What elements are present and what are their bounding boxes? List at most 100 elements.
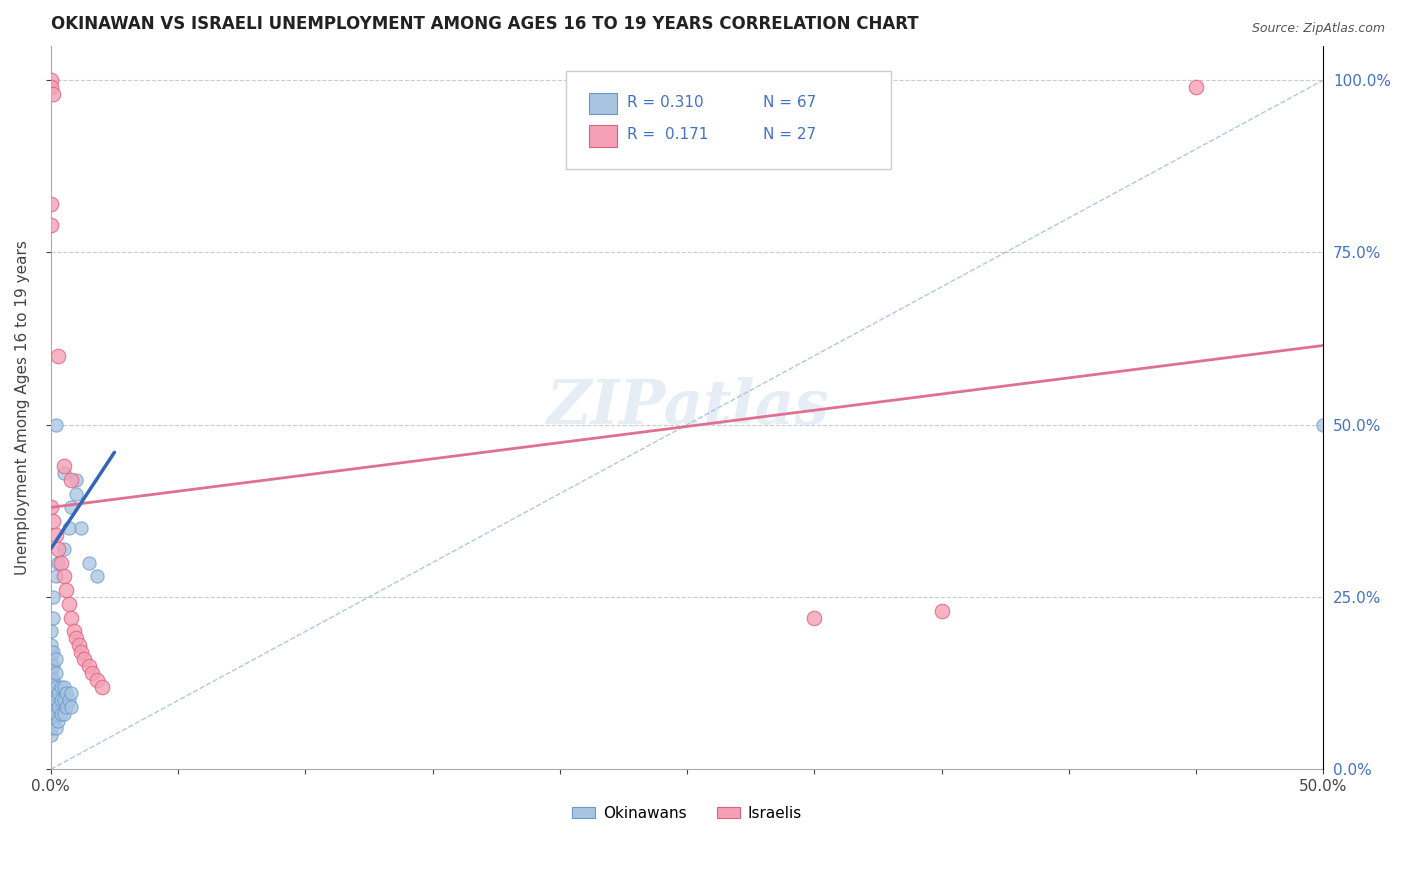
Point: [39, 638, 62, 652]
Point: [39, 693, 62, 707]
Point: [48, 349, 70, 363]
Point: [58, 597, 80, 611]
Point: [55, 583, 77, 598]
Point: [67, 638, 90, 652]
Point: [49, 693, 72, 707]
Point: [48, 541, 70, 556]
Point: [49, 707, 72, 722]
Point: [39, 624, 62, 639]
Point: [45, 665, 67, 680]
Point: [39, 686, 62, 700]
Text: Source: ZipAtlas.com: Source: ZipAtlas.com: [1251, 22, 1385, 36]
Point: [39, 73, 62, 87]
Point: [39, 680, 62, 694]
Point: [39, 728, 62, 742]
Text: N = 67: N = 67: [763, 95, 817, 110]
Point: [39, 680, 62, 694]
Point: [39, 707, 62, 722]
Point: [70, 645, 93, 659]
Point: [55, 700, 77, 714]
Point: [39, 645, 62, 659]
Point: [60, 686, 83, 700]
Point: [80, 665, 103, 680]
Point: [45, 693, 67, 707]
Point: [42, 87, 65, 101]
Text: OKINAWAN VS ISRAELI UNEMPLOYMENT AMONG AGES 16 TO 19 YEARS CORRELATION CHART: OKINAWAN VS ISRAELI UNEMPLOYMENT AMONG A…: [51, 15, 918, 33]
Point: [42, 700, 65, 714]
FancyBboxPatch shape: [589, 93, 617, 114]
Point: [39, 652, 62, 666]
Point: [39, 673, 62, 687]
Point: [60, 500, 83, 515]
Point: [45, 680, 67, 694]
Point: [45, 721, 67, 735]
Point: [70, 521, 93, 535]
Point: [48, 686, 70, 700]
Point: [39, 714, 62, 728]
Point: [65, 632, 87, 646]
Point: [60, 473, 83, 487]
Point: [39, 197, 62, 211]
Text: R =  0.171: R = 0.171: [627, 128, 709, 142]
Point: [52, 458, 75, 473]
Point: [42, 714, 65, 728]
Point: [60, 610, 83, 624]
Point: [39, 659, 62, 673]
Point: [39, 665, 62, 680]
Point: [77, 556, 100, 570]
Point: [1185, 80, 1208, 95]
Point: [48, 556, 70, 570]
Point: [42, 673, 65, 687]
Point: [60, 700, 83, 714]
Point: [45, 569, 67, 583]
Point: [48, 714, 70, 728]
Point: [39, 500, 62, 515]
Point: [45, 417, 67, 432]
Point: [42, 610, 65, 624]
Point: [45, 707, 67, 722]
Legend: Okinawans, Israelis: Okinawans, Israelis: [567, 799, 808, 827]
Point: [39, 218, 62, 232]
Point: [52, 466, 75, 480]
Point: [39, 721, 62, 735]
Point: [65, 486, 87, 500]
FancyBboxPatch shape: [589, 125, 617, 147]
Point: [62, 624, 84, 639]
Point: [73, 652, 96, 666]
Y-axis label: Unemployment Among Ages 16 to 19 years: Unemployment Among Ages 16 to 19 years: [15, 240, 30, 575]
Point: [42, 686, 65, 700]
Point: [42, 645, 65, 659]
Point: [55, 686, 77, 700]
Point: [48, 700, 70, 714]
Point: [52, 569, 75, 583]
Point: [77, 659, 100, 673]
Point: [39, 700, 62, 714]
Point: [49, 680, 72, 694]
Point: [39, 693, 62, 707]
Point: [45, 652, 67, 666]
Point: [65, 473, 87, 487]
Point: [39, 686, 62, 700]
Point: [86, 673, 108, 687]
Point: [90, 680, 112, 694]
Point: [42, 514, 65, 528]
Point: [52, 693, 75, 707]
Text: N = 27: N = 27: [763, 128, 817, 142]
Point: [58, 693, 80, 707]
Text: R = 0.310: R = 0.310: [627, 95, 704, 110]
Point: [52, 680, 75, 694]
Text: ZIPatlas: ZIPatlas: [546, 377, 828, 437]
Point: [39, 707, 62, 722]
Point: [803, 610, 825, 624]
Point: [39, 700, 62, 714]
Point: [1312, 417, 1334, 432]
Point: [86, 569, 108, 583]
Point: [39, 659, 62, 673]
FancyBboxPatch shape: [567, 71, 890, 169]
Point: [52, 541, 75, 556]
Point: [42, 590, 65, 604]
Point: [49, 556, 72, 570]
Point: [45, 528, 67, 542]
Point: [39, 80, 62, 95]
Point: [39, 714, 62, 728]
